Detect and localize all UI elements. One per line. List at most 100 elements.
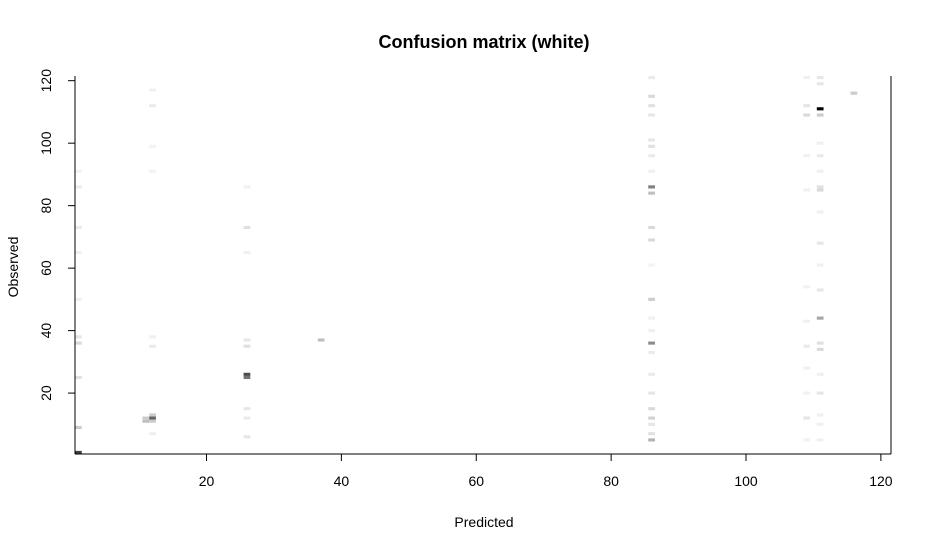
heatmap-cells (75, 76, 858, 454)
heatmap-cell (648, 316, 655, 320)
heatmap-cell (243, 344, 251, 348)
heatmap-cell (243, 407, 251, 411)
heatmap-cell (803, 104, 811, 108)
heatmap-cell (816, 76, 824, 80)
heatmap-cell (149, 169, 156, 173)
heatmap-cell (648, 154, 655, 158)
heatmap-cell (816, 288, 824, 292)
heatmap-cell (816, 169, 824, 173)
chart-title: Confusion matrix (white) (379, 32, 590, 52)
heatmap-cell (648, 113, 655, 117)
heatmap-cell (75, 425, 82, 430)
x-tick-label: 80 (603, 473, 619, 489)
heatmap-cell (648, 94, 655, 98)
x-tick-label: 60 (468, 473, 484, 489)
heatmap-cell (816, 438, 824, 442)
heatmap-cell (648, 407, 655, 411)
heatmap-cell (816, 372, 824, 376)
heatmap-cell (75, 169, 82, 173)
heatmap-cell (648, 432, 655, 436)
heatmap-cell (803, 319, 811, 323)
heatmap-cell (149, 144, 156, 148)
heatmap-cell (648, 138, 655, 142)
heatmap-cell (816, 107, 824, 111)
heatmap-cell (816, 413, 824, 417)
heatmap-cell (816, 154, 824, 158)
heatmap-cell (803, 366, 811, 370)
x-tick-label: 100 (734, 473, 758, 489)
heatmap-cell (803, 438, 811, 442)
y-tick-label: 100 (38, 131, 54, 155)
heatmap-cell (75, 297, 82, 301)
heatmap-cell (816, 82, 824, 86)
heatmap-cell (317, 338, 325, 342)
heatmap-cell (816, 210, 824, 214)
heatmap-cell (243, 250, 251, 255)
heatmap-cell (75, 375, 82, 380)
heatmap-cell (816, 422, 824, 426)
heatmap-cell (648, 238, 655, 242)
heatmap-cell (243, 185, 251, 189)
heatmap-cell (243, 372, 251, 376)
heatmap-cell (648, 297, 655, 301)
heatmap-cell (243, 416, 251, 420)
heatmap-cell (149, 104, 156, 108)
heatmap-cell (648, 350, 655, 355)
x-axis-label: Predicted (454, 514, 513, 530)
heatmap-cell (816, 341, 824, 345)
heatmap-cell (816, 188, 824, 192)
heatmap-cell (243, 338, 251, 342)
heatmap-cell (816, 141, 824, 145)
x-tick-label: 120 (869, 473, 893, 489)
heatmap-cell (648, 391, 655, 395)
heatmap-cell (816, 241, 824, 245)
heatmap-cell (648, 185, 655, 189)
y-tick-label: 20 (38, 385, 54, 401)
heatmap-cell (648, 422, 655, 426)
heatmap-cell (816, 316, 824, 320)
heatmap-cell (816, 113, 824, 117)
heatmap-cell (149, 335, 156, 339)
x-tick-label: 40 (334, 473, 350, 489)
heatmap-cell (142, 416, 150, 420)
y-tick-label: 80 (38, 198, 54, 214)
heatmap-cell (75, 450, 82, 454)
heatmap-cell (803, 154, 811, 158)
heatmap-cell (648, 169, 655, 173)
axes: 20 40 60 80 100 120 20 40 60 80 100 120 (38, 69, 893, 489)
y-tick-label: 120 (38, 69, 54, 93)
y-tick-label: 40 (38, 323, 54, 339)
heatmap-cell (149, 88, 156, 92)
heatmap-cell (75, 341, 82, 345)
heatmap-cell (803, 344, 811, 348)
heatmap-cell (803, 416, 811, 420)
heatmap-cell (850, 91, 858, 95)
heatmap-cell (648, 438, 655, 442)
heatmap-cell (142, 419, 150, 423)
y-axis-label: Observed (5, 237, 21, 298)
heatmap-cell (816, 391, 824, 395)
heatmap-cell (648, 341, 655, 345)
heatmap-cell (816, 263, 824, 267)
heatmap-cell (648, 144, 655, 148)
heatmap-cell (648, 372, 655, 376)
heatmap-cell (243, 375, 251, 380)
heatmap-cell (75, 185, 82, 189)
heatmap-cell (803, 391, 811, 395)
heatmap-cell (648, 76, 655, 80)
heatmap-cell (816, 185, 824, 189)
heatmap-cell (648, 263, 655, 267)
heatmap-cell (648, 225, 655, 230)
heatmap-cell (648, 191, 655, 195)
heatmap-cell (243, 435, 251, 439)
heatmap-cell (243, 225, 251, 230)
heatmap-cell (149, 413, 156, 417)
heatmap-cell (803, 76, 811, 80)
heatmap-cell (816, 347, 824, 351)
x-tick-label: 20 (199, 473, 215, 489)
heatmap-cell (648, 329, 655, 333)
heatmap-cell (648, 104, 655, 108)
heatmap-cell (648, 416, 655, 420)
heatmap-cell (75, 335, 82, 339)
